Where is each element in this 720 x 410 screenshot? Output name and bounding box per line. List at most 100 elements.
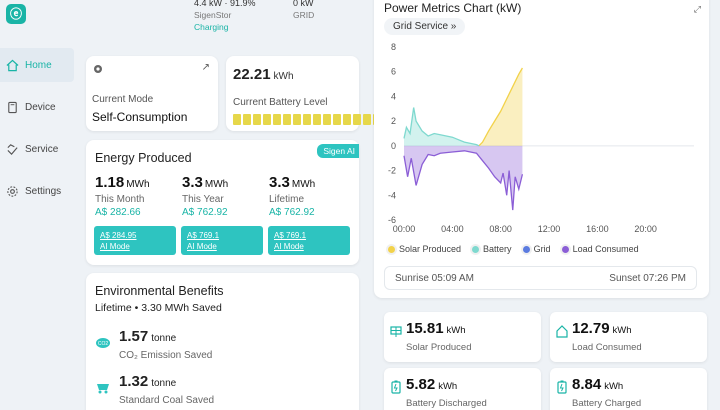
y-tick-label: -2	[388, 166, 396, 176]
battery-segment	[263, 114, 271, 125]
svg-text:CO2: CO2	[98, 341, 109, 347]
battery-series-line	[403, 107, 480, 147]
ai-mode-box[interactable]: A$ 769.1 AI Mode	[181, 226, 263, 255]
energy-value: 3.3	[182, 174, 203, 191]
sunrise-time: Sunrise 05:09 AM	[395, 272, 474, 284]
load-series-area	[404, 145, 523, 211]
legend-battery[interactable]: Battery	[472, 244, 512, 254]
energy-unit: MWh	[291, 179, 316, 190]
stat-label: Load Consumed	[572, 342, 642, 353]
stat-unit: kWh	[612, 325, 632, 336]
double-chevron-icon: »	[450, 21, 457, 32]
energy-unit: MWh	[126, 179, 150, 190]
sidebar-item-device[interactable]: Device	[0, 90, 74, 124]
energy-money: A$ 762.92	[182, 207, 228, 218]
battery-segment	[273, 114, 281, 125]
grid-value: 0 kW	[293, 0, 314, 8]
settings-icon	[7, 185, 18, 197]
legend-solar[interactable]: Solar Produced	[388, 244, 461, 254]
legend-grid[interactable]: Grid	[522, 244, 551, 254]
y-tick-label: 6	[391, 67, 396, 77]
battery-segment	[303, 114, 311, 125]
energy-col-lifetime: 3.3 MWh Lifetime A$ 762.92	[269, 174, 351, 218]
stat-label: Solar Produced	[406, 342, 472, 353]
env-lifetime: Lifetime • 3.30 MWh Saved	[95, 302, 222, 314]
sigenstor-name: SigenStor	[194, 10, 232, 20]
battery-value: 22.21	[233, 66, 271, 83]
y-tick-label: 8	[391, 42, 396, 52]
stat-value: 15.81	[406, 320, 444, 337]
sidebar-item-label: Device	[25, 101, 56, 113]
y-tick-label: -4	[388, 190, 396, 200]
sunset-time: Sunset 07:26 PM	[609, 272, 686, 284]
y-tick-label: 2	[391, 116, 396, 126]
solar-panel-icon	[390, 326, 402, 337]
stat-unit: kWh	[438, 381, 458, 392]
environmental-benefits-card: Environmental Benefits Lifetime • 3.30 M…	[86, 273, 359, 410]
grid-name: GRID	[293, 10, 315, 20]
energy-period: This Year	[182, 194, 224, 205]
legend-label: Solar Produced	[399, 244, 462, 254]
stat-battery-charged: 8.84 kWh Battery Charged	[550, 368, 707, 410]
x-tick-label: 00:00	[393, 224, 416, 234]
co2-cloud-icon: CO2	[96, 338, 110, 348]
stat-value: 12.79	[572, 320, 610, 337]
chart-title: Power Metrics Chart (kW)	[384, 1, 522, 15]
power-chart-plot: 8 6 4 2 0 -2 -4 -600:00 04:00 08:00 12:00 16:00 20:0…	[388, 42, 694, 234]
y-tick-label: 4	[391, 91, 396, 101]
x-tick-label: 16:00	[586, 224, 609, 234]
coal-cart-icon	[97, 384, 109, 394]
expand-icon[interactable]: ↗	[201, 62, 210, 73]
sidebar-item-settings[interactable]: Settings	[0, 174, 74, 208]
env-value: 1.32	[119, 373, 149, 390]
stat-solar-produced: 15.81 kWh Solar Produced	[384, 312, 541, 362]
battery-segment	[333, 114, 341, 125]
battery-segment	[233, 114, 241, 125]
service-icon	[7, 143, 18, 155]
app-logo-icon: ⓔ	[6, 4, 26, 24]
battery-level-label: Current Battery Level	[233, 97, 328, 108]
ai-money: A$ 769.1	[187, 231, 220, 240]
grid-service-button[interactable]: Grid Service »	[384, 18, 466, 35]
sidebar-item-service[interactable]: Service	[0, 132, 74, 166]
energy-value: 3.3	[269, 174, 290, 191]
env-unit: tonne	[151, 378, 177, 389]
legend-dot	[472, 245, 480, 253]
battery-level-card: 22.21 kWh Current Battery Level	[226, 56, 389, 131]
ai-mode-box[interactable]: A$ 769.1 AI Mode	[268, 226, 350, 255]
stat-label: Battery Charged	[572, 398, 642, 409]
battery-unit: kWh	[273, 71, 294, 82]
ai-mode-box[interactable]: A$ 284.95 AI Mode	[94, 226, 176, 255]
stat-label: Battery Discharged	[406, 398, 487, 409]
device-icon	[8, 101, 17, 113]
legend-label: Battery	[483, 244, 512, 254]
energy-money: A$ 282.66	[95, 207, 141, 218]
battery-segment	[343, 114, 351, 125]
sigen-ai-tag[interactable]: Sigen AI	[317, 144, 359, 158]
sidebar-item-label: Home	[25, 59, 52, 71]
ai-label: AI Mode	[274, 242, 304, 251]
current-mode-label: Current Mode	[92, 94, 154, 105]
sigenstor-status: 4.4 kW · 91.9% SigenStor Charging	[194, 0, 256, 32]
legend-dot	[522, 245, 530, 253]
energy-col-month: 1.18 MWh This Month A$ 282.66	[95, 174, 177, 218]
env-desc: CO₂ Emission Saved	[119, 350, 213, 361]
legend-load[interactable]: Load Consumed	[561, 244, 639, 254]
sidebar-item-label: Service	[25, 143, 59, 155]
legend-label: Grid	[533, 244, 551, 254]
expand-icon[interactable]: ⤢	[693, 4, 701, 14]
chart-legend: Solar Produced Battery Grid Load Consume…	[388, 244, 639, 254]
current-mode-card[interactable]: ↗ Current Mode Self-Consumption	[86, 56, 218, 131]
env-title: Environmental Benefits	[95, 284, 224, 298]
x-tick-label: 20:00	[634, 224, 657, 234]
ai-label: AI Mode	[100, 242, 130, 251]
battery-segment	[363, 114, 371, 125]
battery-level-bar	[233, 114, 389, 126]
energy-value: 1.18	[95, 174, 125, 191]
sidebar-item-home[interactable]: Home	[0, 48, 74, 82]
battery-icon	[391, 380, 401, 394]
current-mode-value: Self-Consumption	[92, 110, 188, 124]
battery-segment	[283, 114, 291, 125]
energy-title: Energy Produced	[95, 151, 192, 165]
stat-battery-discharged: 5.82 kWh Battery Discharged	[384, 368, 541, 410]
